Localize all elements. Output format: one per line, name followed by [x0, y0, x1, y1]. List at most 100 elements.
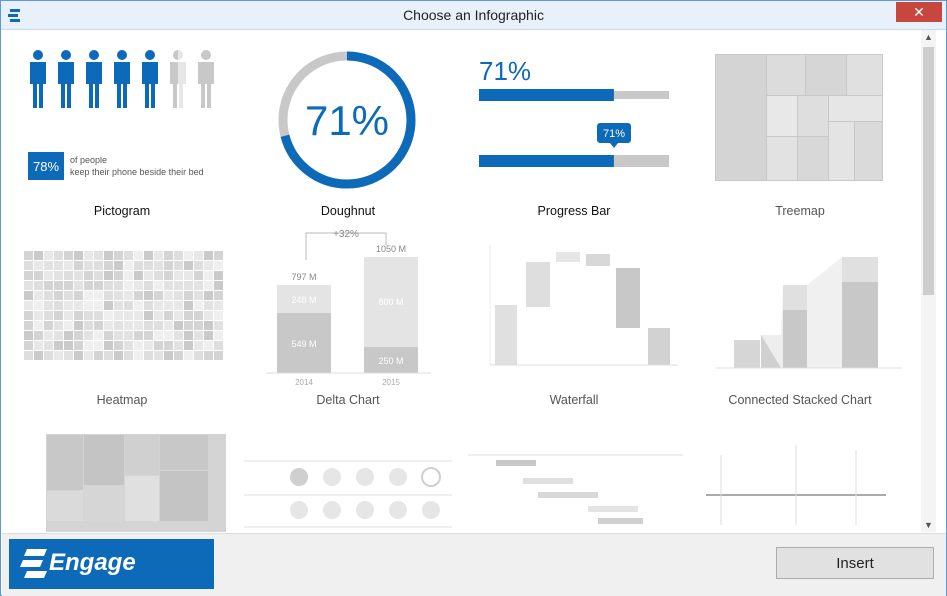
scroll-thumb[interactable]	[923, 47, 934, 295]
heatmap-cell	[194, 291, 203, 300]
heatmap-cell	[124, 291, 133, 300]
heatmap-cell	[34, 271, 43, 280]
progress-badge	[597, 123, 631, 143]
heatmap-cell	[144, 291, 153, 300]
heatmap-cell	[194, 321, 203, 330]
heatmap-cell	[94, 281, 103, 290]
heatmap-cell	[164, 261, 173, 270]
heatmap-cell	[174, 311, 183, 320]
heatmap-cell	[114, 251, 123, 260]
bar1-bottom	[277, 313, 331, 373]
tile-waterfall[interactable]	[468, 240, 688, 380]
heatmap-cell	[44, 321, 53, 330]
scroll-down-icon[interactable]: ▼	[924, 520, 933, 530]
heatmap-cell	[54, 341, 63, 350]
pictogram-preview: 78% of people keep their phone beside th…	[28, 49, 214, 180]
heatmap-cell	[94, 291, 103, 300]
tile-doughnut[interactable]: 71%	[242, 40, 462, 205]
heatmap-cell	[184, 341, 193, 350]
heatmap-cell	[34, 301, 43, 310]
heatmap-cell	[184, 281, 193, 290]
heatmap-cell	[174, 331, 183, 340]
heatmap-cell	[204, 351, 213, 360]
heatmap-cell	[164, 301, 173, 310]
engage-logo-text: Engage	[49, 549, 136, 576]
person-icon	[198, 50, 214, 108]
heatmap-cell	[24, 311, 33, 320]
tile-status-matrix[interactable]	[242, 435, 462, 532]
progress-value: 71%	[479, 56, 531, 86]
heatmap-cell	[214, 281, 223, 290]
tile-timeline[interactable]	[696, 435, 916, 532]
heatmap-cell	[134, 321, 143, 330]
vertical-scrollbar[interactable]: ▲ ▼	[921, 30, 936, 532]
window-title: Choose an Infographic	[403, 7, 544, 23]
tile-progress-bar[interactable]: 71% 71%	[472, 50, 692, 200]
heatmap-cell	[104, 341, 113, 350]
heatmap-cell	[194, 271, 203, 280]
heatmap-cell	[214, 331, 223, 340]
heatmap-cell	[204, 301, 213, 310]
heatmap-cell	[64, 291, 73, 300]
heatmap-cell	[124, 351, 133, 360]
tile-delta-chart[interactable]: +32% 797 M 1050 M 248 M 549 M 800 M 250 …	[246, 225, 466, 390]
heatmap-cell	[114, 331, 123, 340]
people-icons	[30, 49, 214, 109]
heatmap-cell	[84, 311, 93, 320]
heatmap-cell	[94, 261, 103, 270]
heatmap-cell	[204, 251, 213, 260]
heatmap-cell	[164, 251, 173, 260]
heatmap-cell	[144, 261, 153, 270]
progress-badge-text: 71%	[603, 128, 625, 140]
heatmap-cell	[24, 331, 33, 340]
heatmap-cell	[214, 291, 223, 300]
heatmap-cell	[214, 251, 223, 260]
bar2-total: 1050 M	[376, 244, 406, 254]
person-icon	[58, 50, 74, 108]
close-button[interactable]: ✕	[896, 2, 942, 22]
heatmap-cell	[124, 261, 133, 270]
heatmap-cell	[64, 311, 73, 320]
heatmap-cell	[44, 291, 53, 300]
heatmap-cell	[24, 261, 33, 270]
heatmap-cell	[194, 341, 203, 350]
heatmap-cell	[124, 341, 133, 350]
title-bar: Choose an Infographic ✕	[1, 1, 946, 30]
heatmap-cell	[174, 341, 183, 350]
heatmap-cell	[104, 331, 113, 340]
heatmap-cell	[134, 291, 143, 300]
tile-pictogram[interactable]: 78% of people keep their phone beside th…	[16, 45, 236, 225]
status-matrix-preview	[244, 460, 452, 528]
heatmap-cell	[114, 291, 123, 300]
bar2-year: 2015	[382, 378, 400, 387]
tile-heatmap[interactable]	[16, 245, 236, 370]
heatmap-cell	[74, 321, 83, 330]
scroll-up-icon[interactable]: ▲	[924, 32, 933, 42]
heatmap-cell	[44, 341, 53, 350]
heatmap-cell	[84, 281, 93, 290]
heatmap-cell	[124, 251, 133, 260]
bar2-bottom-label: 250 M	[378, 356, 403, 366]
tile-label-connected-stacked: Connected Stacked Chart	[728, 393, 872, 407]
pictogram-caption-2: keep their phone beside their bed	[70, 167, 204, 177]
heatmap-cell	[114, 281, 123, 290]
bar2-top	[364, 257, 418, 347]
heatmap-cell	[124, 301, 133, 310]
tile-connected-stacked[interactable]	[706, 245, 926, 370]
heatmap-cell	[54, 261, 63, 270]
heatmap-cell	[34, 251, 43, 260]
heatmap-cell	[114, 351, 123, 360]
insert-button[interactable]: Insert	[776, 547, 934, 579]
tile-treemap[interactable]	[706, 50, 926, 190]
heatmap-cell	[164, 321, 173, 330]
person-icon	[170, 49, 188, 109]
tile-label-progress-bar: Progress Bar	[537, 204, 611, 218]
tile-treemap-2[interactable]	[16, 430, 236, 532]
tile-gantt[interactable]	[468, 440, 688, 532]
heatmap-cell	[194, 311, 203, 320]
person-icon	[114, 50, 130, 108]
gantt-preview	[468, 454, 683, 524]
heatmap-cell	[204, 321, 213, 330]
heatmap-cell	[104, 311, 113, 320]
heatmap-cell	[134, 251, 143, 260]
